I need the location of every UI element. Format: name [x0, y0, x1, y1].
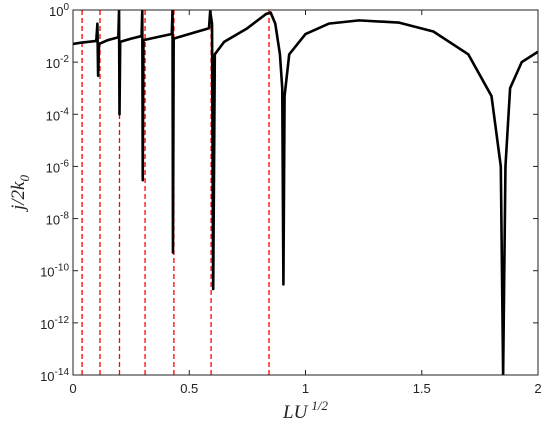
curve	[73, 10, 538, 375]
y-axis-label: j/2k0	[8, 175, 32, 214]
x-tick-label: 1.5	[413, 381, 431, 396]
x-axis-label-sup: 1/2	[311, 398, 328, 413]
y-tick-label: 10-8	[46, 211, 70, 228]
y-tick-label: 100	[49, 2, 69, 19]
x-axis-label: LU 1/2	[282, 398, 328, 423]
y-tick-label: 10-4	[46, 106, 70, 123]
x-tick-label: 0	[69, 381, 76, 396]
y-tick-label: 10-6	[46, 158, 70, 175]
y-tick-label: 10-10	[40, 263, 69, 280]
x-tick-label: 0.5	[180, 381, 198, 396]
x-tick-label: 2	[534, 381, 541, 396]
y-tick-label: 10-12	[40, 315, 69, 332]
y-tick-label: 10-14	[40, 367, 69, 384]
x-tick-label: 1	[302, 381, 309, 396]
y-axis-label-sub: 0	[17, 175, 32, 182]
y-tick-label: 10-2	[46, 54, 70, 71]
